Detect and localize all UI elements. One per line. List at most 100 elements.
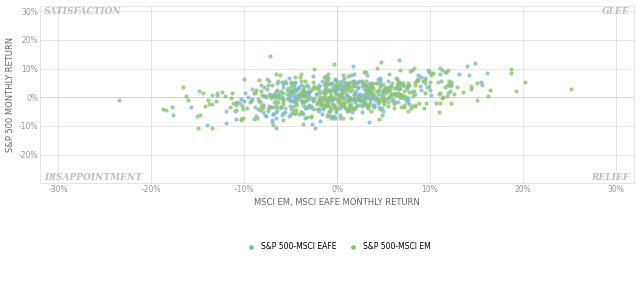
S&P 500-MSCI EAFE — [378, 113, 388, 118]
S&P 500-MSCI EAFE — [353, 79, 364, 84]
S&P 500-MSCI EAFE — [424, 70, 435, 75]
S&P 500-MSCI EM — [565, 87, 575, 92]
S&P 500-MSCI EM — [321, 86, 331, 91]
S&P 500-MSCI EM — [200, 103, 211, 108]
S&P 500-MSCI EAFE — [362, 102, 372, 107]
S&P 500-MSCI EM — [308, 85, 319, 90]
S&P 500-MSCI EAFE — [446, 79, 456, 84]
S&P 500-MSCI EAFE — [349, 72, 359, 76]
S&P 500-MSCI EM — [420, 78, 431, 82]
S&P 500-MSCI EAFE — [285, 112, 296, 116]
S&P 500-MSCI EM — [324, 96, 335, 101]
S&P 500-MSCI EAFE — [280, 79, 290, 84]
S&P 500-MSCI EAFE — [356, 92, 367, 97]
S&P 500-MSCI EM — [316, 100, 326, 104]
S&P 500-MSCI EM — [316, 99, 326, 104]
S&P 500-MSCI EM — [426, 73, 436, 78]
S&P 500-MSCI EAFE — [347, 110, 357, 114]
S&P 500-MSCI EM — [329, 113, 339, 118]
S&P 500-MSCI EAFE — [304, 103, 314, 108]
S&P 500-MSCI EM — [462, 64, 472, 68]
S&P 500-MSCI EM — [296, 93, 307, 98]
S&P 500-MSCI EAFE — [284, 76, 294, 80]
S&P 500-MSCI EAFE — [285, 103, 295, 108]
S&P 500-MSCI EAFE — [326, 116, 337, 121]
S&P 500-MSCI EM — [340, 80, 350, 85]
S&P 500-MSCI EM — [383, 87, 393, 92]
S&P 500-MSCI EM — [347, 84, 357, 89]
S&P 500-MSCI EM — [369, 86, 379, 91]
S&P 500-MSCI EAFE — [246, 99, 256, 103]
S&P 500-MSCI EM — [320, 104, 330, 109]
S&P 500-MSCI EAFE — [315, 118, 325, 123]
S&P 500-MSCI EM — [278, 91, 289, 95]
S&P 500-MSCI EAFE — [454, 72, 465, 77]
S&P 500-MSCI EAFE — [395, 85, 405, 90]
S&P 500-MSCI EM — [506, 70, 516, 75]
S&P 500-MSCI EM — [351, 104, 362, 109]
S&P 500-MSCI EAFE — [371, 80, 381, 85]
S&P 500-MSCI EAFE — [330, 91, 340, 96]
S&P 500-MSCI EAFE — [340, 83, 350, 88]
S&P 500-MSCI EAFE — [266, 95, 276, 100]
S&P 500-MSCI EM — [339, 75, 349, 80]
S&P 500-MSCI EM — [268, 104, 278, 109]
S&P 500-MSCI EM — [381, 87, 391, 92]
S&P 500-MSCI EAFE — [360, 88, 371, 93]
S&P 500-MSCI EAFE — [266, 105, 276, 110]
S&P 500-MSCI EM — [332, 99, 342, 104]
S&P 500-MSCI EAFE — [364, 94, 374, 99]
S&P 500-MSCI EM — [256, 104, 266, 109]
S&P 500-MSCI EM — [271, 94, 281, 99]
S&P 500-MSCI EAFE — [349, 92, 360, 97]
S&P 500-MSCI EAFE — [272, 108, 282, 112]
S&P 500-MSCI EAFE — [369, 102, 379, 107]
S&P 500-MSCI EM — [207, 126, 217, 131]
S&P 500-MSCI EAFE — [207, 102, 218, 106]
S&P 500-MSCI EM — [397, 82, 408, 87]
S&P 500-MSCI EAFE — [318, 107, 328, 112]
S&P 500-MSCI EAFE — [202, 123, 212, 128]
S&P 500-MSCI EAFE — [314, 83, 324, 88]
S&P 500-MSCI EAFE — [308, 74, 318, 79]
S&P 500-MSCI EM — [388, 86, 399, 91]
S&P 500-MSCI EAFE — [310, 125, 321, 130]
S&P 500-MSCI EAFE — [257, 105, 268, 110]
S&P 500-MSCI EM — [353, 98, 364, 102]
S&P 500-MSCI EAFE — [275, 94, 285, 98]
S&P 500-MSCI EAFE — [317, 111, 327, 116]
S&P 500-MSCI EM — [319, 94, 330, 99]
S&P 500-MSCI EAFE — [335, 80, 345, 84]
S&P 500-MSCI EAFE — [344, 96, 354, 101]
S&P 500-MSCI EM — [403, 89, 413, 94]
S&P 500-MSCI EAFE — [415, 87, 426, 92]
S&P 500-MSCI EM — [383, 71, 394, 76]
S&P 500-MSCI EM — [275, 104, 285, 109]
S&P 500-MSCI EAFE — [314, 107, 324, 112]
S&P 500-MSCI EAFE — [298, 92, 308, 97]
S&P 500-MSCI EM — [343, 81, 353, 86]
S&P 500-MSCI EM — [446, 101, 456, 106]
S&P 500-MSCI EM — [287, 90, 297, 94]
S&P 500-MSCI EM — [319, 103, 329, 108]
S&P 500-MSCI EAFE — [362, 88, 372, 93]
S&P 500-MSCI EAFE — [298, 88, 308, 93]
S&P 500-MSCI EAFE — [349, 81, 359, 86]
S&P 500-MSCI EAFE — [299, 99, 309, 103]
S&P 500-MSCI EM — [435, 100, 445, 105]
S&P 500-MSCI EAFE — [313, 107, 323, 112]
S&P 500-MSCI EM — [256, 88, 266, 93]
S&P 500-MSCI EAFE — [393, 100, 403, 105]
S&P 500-MSCI EM — [292, 86, 303, 91]
S&P 500-MSCI EM — [302, 97, 312, 102]
S&P 500-MSCI EM — [314, 96, 324, 101]
S&P 500-MSCI EAFE — [335, 113, 345, 118]
S&P 500-MSCI EM — [322, 88, 332, 93]
S&P 500-MSCI EAFE — [362, 73, 372, 77]
S&P 500-MSCI EAFE — [402, 87, 412, 92]
S&P 500-MSCI EAFE — [353, 97, 363, 102]
S&P 500-MSCI EAFE — [355, 98, 365, 102]
S&P 500-MSCI EAFE — [420, 81, 430, 86]
S&P 500-MSCI EM — [328, 88, 339, 93]
S&P 500-MSCI EAFE — [332, 83, 342, 88]
